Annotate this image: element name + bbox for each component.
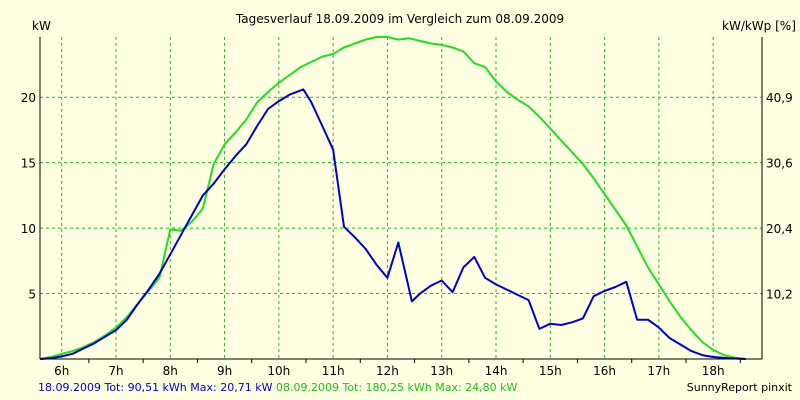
x-tick-label: 17h <box>647 364 670 378</box>
y-tick-label-right: 40,9 <box>766 91 793 105</box>
y-tick-label-right: 20,4 <box>766 222 793 236</box>
x-tick-label: 12h <box>376 364 399 378</box>
y-axis-left-label: kW <box>32 19 51 33</box>
series-line-08.09.2009 <box>39 36 746 360</box>
y-tick-label-left: 15 <box>21 157 36 171</box>
x-tick-label: 7h <box>108 364 123 378</box>
grid-lines <box>40 37 762 359</box>
x-tick-label: 14h <box>485 364 508 378</box>
y-tick-label-left: 10 <box>21 222 36 236</box>
x-tick-label: 15h <box>539 364 562 378</box>
footer-series-1-summary: 18.09.2009 Tot: 90,51 kWh Max: 20,71 kW <box>38 381 273 394</box>
tick-labels: 6h 7h 8h 9h 10h 11h 12h 13h 14h 15h 16h 17h 18h 5 10 15… <box>21 91 793 378</box>
y-tick-label-left: 20 <box>21 91 36 105</box>
footer-credit: SunnyReport pinxit <box>686 381 792 394</box>
footer-series-2-summary: 08.09.2009 Tot: 180,25 kWh Max: 24,80 kW <box>272 381 518 394</box>
y-tick-label-right: 10,2 <box>766 288 793 302</box>
x-tick-label: 8h <box>163 364 178 378</box>
series-lines <box>39 36 746 360</box>
axes <box>39 37 763 363</box>
x-tick-label: 13h <box>430 364 453 378</box>
footer-summary: 18.09.2009 Tot: 90,51 kWh Max: 20,71 kW … <box>38 381 517 394</box>
y-tick-label-left: 5 <box>28 288 36 302</box>
series-line-18.09.2009 <box>39 88 746 360</box>
y-axis-right-label: kW/kWp [%] <box>722 19 796 33</box>
x-tick-label: 9h <box>217 364 232 378</box>
x-tick-label: 18h <box>702 364 725 378</box>
plot-area <box>40 37 762 359</box>
chart-title: Tagesverlauf 18.09.2009 im Vergleich zum… <box>235 12 564 26</box>
x-tick-label: 11h <box>322 364 345 378</box>
y-tick-label-right: 30,6 <box>766 157 793 171</box>
x-tick-label: 6h <box>54 364 69 378</box>
x-tick-label: 16h <box>593 364 616 378</box>
x-tick-label: 10h <box>267 364 290 378</box>
